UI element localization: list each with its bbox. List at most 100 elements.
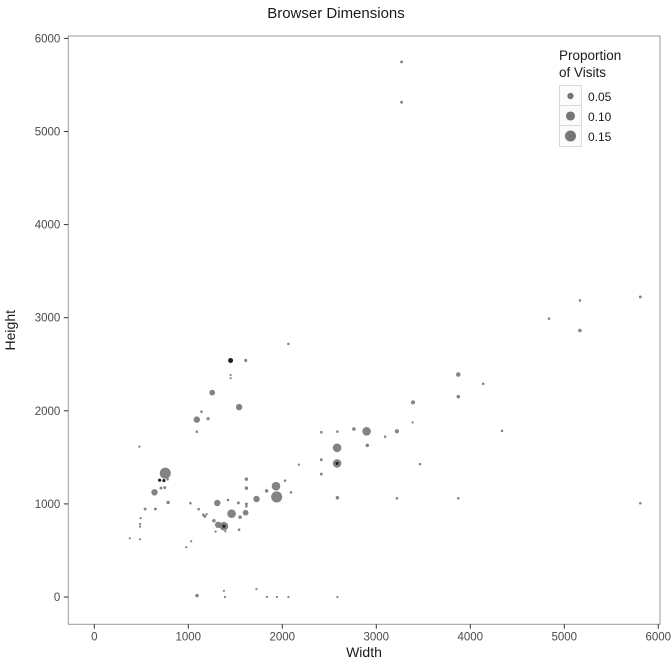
data-point: [411, 421, 414, 424]
data-point: [410, 400, 416, 405]
x-tick-label: 2000: [270, 631, 296, 643]
data-point: [578, 328, 582, 333]
data-point: [229, 377, 232, 380]
data-point: [244, 477, 249, 481]
data-point: [214, 530, 217, 533]
data-point: [352, 427, 356, 431]
data-point: [283, 479, 287, 482]
data-point: [205, 512, 208, 516]
data-point: [209, 389, 216, 396]
legend-key: [559, 85, 582, 108]
data-point: [332, 443, 342, 453]
data-point: [400, 100, 404, 104]
data-point: [362, 427, 371, 436]
data-point: [336, 595, 339, 599]
x-tick-label: 5000: [552, 631, 578, 643]
legend-point-icon: [564, 130, 577, 142]
x-tick-label: 3000: [364, 631, 390, 643]
legend-point-icon: [567, 92, 574, 100]
data-point: [335, 495, 340, 500]
data-point: [255, 587, 258, 591]
legend-entry: 0.15: [559, 125, 667, 148]
data-point: [128, 537, 131, 540]
y-axis-label: Height: [2, 309, 18, 351]
data-point: [638, 295, 642, 299]
data-point: [158, 478, 162, 482]
legend-key: [559, 125, 582, 148]
data-point: [223, 595, 227, 599]
y-tick-label: 2000: [35, 406, 61, 418]
x-tick-label: 4000: [458, 631, 484, 643]
x-tick-label: 1000: [176, 631, 202, 643]
data-point: [138, 525, 142, 528]
data-point: [139, 516, 142, 520]
data-point: [481, 382, 485, 386]
data-point: [206, 417, 210, 421]
data-point: [500, 429, 504, 433]
data-point: [320, 430, 323, 434]
data-point: [335, 461, 339, 465]
x-axis-label: Width: [346, 644, 382, 660]
data-point: [214, 499, 221, 507]
data-point: [138, 522, 142, 526]
data-point: [383, 435, 387, 438]
data-point: [215, 521, 222, 528]
data-point: [639, 501, 642, 505]
data-point: [229, 373, 232, 377]
data-point: [253, 495, 260, 503]
data-point: [138, 445, 141, 448]
data-point: [159, 486, 163, 490]
data-point: [226, 498, 230, 502]
plot-panel-border: [67, 35, 661, 625]
data-point: [394, 429, 399, 434]
y-tick-label: 1000: [35, 499, 61, 511]
data-point: [275, 595, 279, 599]
data-point: [163, 486, 167, 490]
data-point: [195, 593, 199, 598]
data-point: [242, 509, 249, 516]
legend-key: [559, 105, 582, 128]
data-point: [264, 489, 269, 493]
data-point: [289, 491, 293, 494]
legend-entries: 0.05 0.10 0.15: [559, 85, 667, 148]
data-point: [271, 481, 281, 491]
data-point: [227, 509, 236, 518]
data-point: [287, 342, 290, 346]
x-tick-label: 6000: [646, 631, 672, 643]
x-tick-label: 0: [91, 631, 97, 643]
data-point: [195, 430, 199, 433]
chart-title: Browser Dimensions: [267, 5, 405, 22]
data-point: [212, 518, 216, 523]
data-point: [201, 513, 205, 517]
y-tick-label: 6000: [35, 33, 61, 45]
data-point: [222, 524, 226, 528]
data-point: [237, 528, 241, 531]
data-point: [319, 458, 323, 462]
data-point: [222, 589, 226, 592]
data-point: [395, 497, 399, 500]
y-axis-label-wrap: Height: [2, 0, 18, 660]
legend-title-line-1: Proportion: [559, 48, 622, 63]
data-point: [456, 372, 461, 377]
data-point: [297, 463, 300, 466]
data-point: [319, 472, 323, 476]
legend-title: Proportion of Visits: [559, 47, 667, 82]
data-point: [400, 60, 404, 64]
data-point: [271, 491, 283, 503]
data-point: [190, 540, 193, 543]
data-point: [336, 430, 339, 433]
y-tick-label: 3000: [35, 313, 61, 325]
data-point: [244, 358, 248, 363]
legend-entry: 0.10: [559, 105, 667, 128]
legend-entry-label: 0.10: [588, 109, 612, 124]
data-point: [236, 501, 240, 505]
legend-entry-label: 0.05: [588, 89, 612, 104]
y-tick-label: 0: [54, 592, 60, 604]
data-point: [228, 358, 234, 363]
data-point: [166, 500, 170, 505]
legend-point-icon: [565, 111, 576, 121]
data-point: [151, 489, 158, 496]
data-point: [265, 595, 269, 599]
